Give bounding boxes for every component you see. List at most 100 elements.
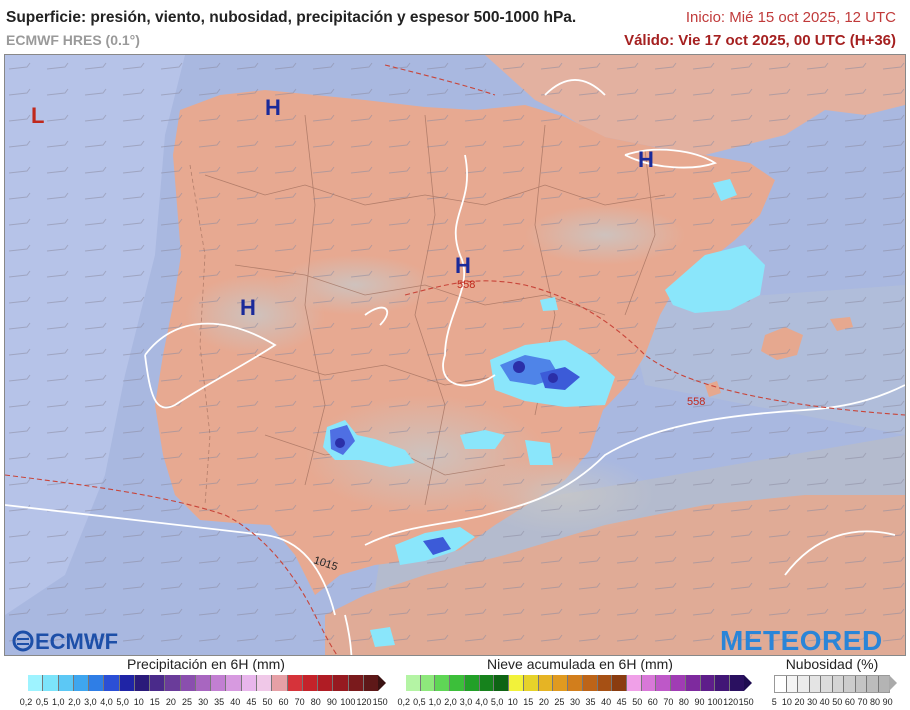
legend-swatch [463, 675, 479, 691]
legend-tick-label: 10 [781, 697, 792, 707]
legend-tick-label: 25 [181, 697, 192, 707]
low-pressure-marker: L [31, 103, 44, 128]
high-pressure-marker: H [638, 147, 654, 172]
legend-swatch [640, 675, 656, 691]
legend-tick-label: 1,0 [428, 697, 442, 707]
cloud-scale-arrow [889, 675, 897, 691]
legend-swatch [655, 675, 671, 691]
legend-swatch [537, 675, 553, 691]
legend-swatch [729, 675, 744, 691]
high-pressure-marker: H [455, 253, 471, 278]
legend-tick-label: 1,0 [51, 697, 65, 707]
precipitation-areas [323, 179, 765, 647]
legend-swatch [775, 676, 786, 692]
legend-tick-label: 60 [647, 697, 658, 707]
legend-tick-label: 90 [694, 697, 705, 707]
legend-swatch [271, 675, 287, 691]
legend-swatch [210, 675, 226, 691]
legend-swatch [626, 675, 641, 691]
legend-tick-label: 150 [738, 697, 754, 707]
legend-tick-label: 25 [554, 697, 565, 707]
legend-swatch [301, 675, 318, 691]
legend-swatch [831, 676, 843, 692]
legend-tick-label: 10 [507, 697, 518, 707]
legend-swatch [362, 675, 379, 691]
legend-tick-label: 20 [165, 697, 176, 707]
valid-time: Válido: Vie 17 oct 2025, 00 UTC (H+36) [624, 32, 896, 49]
isobars [5, 79, 905, 655]
legend-swatch [133, 675, 150, 691]
legend-swatch [149, 675, 165, 691]
cloud-legend-ticks: 5 10 20 30 40 50 60 70 80 90 [768, 697, 894, 709]
legend-tick-label: 30 [807, 697, 818, 707]
legend-swatch [567, 675, 582, 691]
legend-tick-label: 3,0 [84, 697, 97, 707]
legend-swatch [670, 675, 685, 691]
legend-tick-label: 35 [214, 697, 225, 707]
high-pressure-marker: H [240, 295, 256, 320]
legend-tick-label: 4,0 [100, 697, 113, 707]
ecmwf-logo: ECMWF [12, 629, 118, 654]
legend-swatch [164, 675, 180, 691]
legend-tick-label: 90 [326, 697, 337, 707]
legend-swatch [684, 675, 700, 691]
legend-tick-label: 150 [372, 697, 388, 707]
legend-swatch [88, 675, 104, 691]
legend-tick-label: 80 [678, 697, 689, 707]
legend-tick-label: 2,0 [68, 697, 81, 707]
legend-swatch [843, 676, 855, 692]
legend-swatch [866, 676, 878, 692]
legend-swatch [286, 675, 302, 691]
legend-tick-label: 45 [246, 697, 257, 707]
svg-text:ECMWF: ECMWF [35, 629, 118, 654]
legend-swatch [118, 675, 134, 691]
legend-swatch [57, 675, 73, 691]
chart-title: Superficie: presión, viento, nubosidad, … [6, 9, 577, 26]
legend-swatch [332, 675, 348, 691]
legend-tick-label: 10 [133, 697, 144, 707]
legend-tick-label: 45 [616, 697, 627, 707]
weather-map: L H H H H 558 558 1015 ECMWF METEORED [4, 54, 906, 656]
legend-swatch [552, 675, 568, 691]
legend-swatch [808, 676, 820, 692]
legend-tick-label: 80 [870, 697, 881, 707]
legend-tick-label: 40 [601, 697, 612, 707]
legend-tick-label: 70 [294, 697, 305, 707]
cloud-legend-title: Nubosidad (%) [785, 656, 879, 672]
init-time: Inicio: Mié 15 oct 2025, 12 UTC [685, 9, 896, 26]
legend-tick-label: 4,0 [475, 697, 488, 707]
legend-swatch [699, 675, 715, 691]
legend-swatch [854, 676, 866, 692]
legend-swatch [179, 675, 195, 691]
legend-tick-label: 90 [882, 697, 893, 707]
header: Superficie: presión, viento, nubosidad, … [0, 0, 910, 54]
legend-tick-label: 0,5 [413, 697, 426, 707]
legend-swatch [611, 675, 627, 691]
legend-tick-label: 0,2 [397, 697, 411, 707]
meteored-logo: METEORED [720, 625, 883, 655]
thickness-label: 558 [457, 279, 475, 291]
legend-swatch [255, 675, 272, 691]
legend-tick-label: 100 [340, 697, 356, 707]
snow-legend-ticks: 0,2 0,5 1,0 2,0 3,0 4,0 5,0 10 15 20 25 30 35 40 45 50 6… [396, 697, 754, 709]
legend-swatch [225, 675, 241, 691]
legend-tick-label: 30 [569, 697, 580, 707]
snow-legend-title: Nieve acumulada en 6H (mm) [487, 656, 673, 672]
legend-tick-label: 2,0 [444, 697, 457, 707]
legend-swatch [596, 675, 612, 691]
legend-tick-label: 60 [844, 697, 855, 707]
legend-swatch [317, 675, 333, 691]
precip-scale-arrow [378, 675, 386, 691]
legend-tick-label: 50 [832, 697, 843, 707]
legend-tick-label: 20 [538, 697, 549, 707]
legend-tick-label: 80 [310, 697, 321, 707]
legend-swatch [449, 675, 464, 691]
legend-swatch [478, 675, 494, 691]
legend-tick-label: 15 [523, 697, 534, 707]
cloud-color-scale [774, 675, 890, 693]
legend-tick-label: 0,5 [35, 697, 49, 707]
thickness-lines [5, 64, 905, 655]
legend-tick-label: 5 [771, 697, 777, 707]
legend-swatch [785, 676, 797, 692]
legend-swatch [42, 675, 58, 691]
